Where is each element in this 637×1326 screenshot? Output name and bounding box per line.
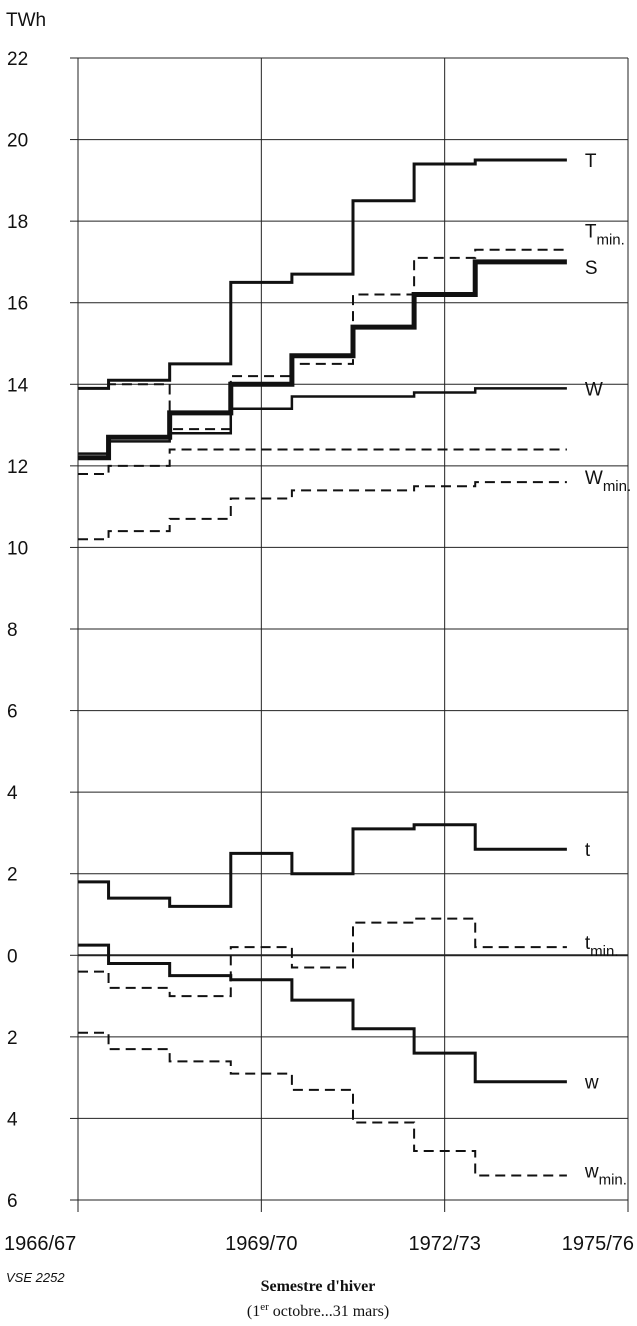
series-label-main: t	[585, 840, 591, 861]
x-tick-label: 1972/73	[409, 1233, 481, 1255]
y-tick-label: 12	[7, 457, 28, 478]
source-tag: VSE 2252	[6, 1270, 65, 1285]
y-tick-label: 2	[7, 865, 18, 886]
y-tick-label: 18	[7, 212, 28, 233]
series-line-9	[78, 943, 567, 1084]
x-tick-label: 1975/76	[562, 1233, 634, 1255]
series-label: S	[585, 258, 598, 279]
series-label: T	[585, 151, 597, 172]
series-label-main: T	[585, 151, 597, 172]
series-line-4	[78, 387, 567, 455]
series-line-10	[78, 1031, 567, 1177]
series-label-sub: min.	[603, 478, 631, 495]
x-tick-label: 1969/70	[225, 1233, 297, 1255]
series-line-1	[78, 158, 567, 390]
y-tick-label: 0	[7, 946, 18, 967]
y-tick-label: 14	[7, 375, 29, 396]
series-label: Wmin.	[585, 468, 631, 495]
series-label: Tmin.	[585, 222, 625, 249]
series-label-main: S	[585, 258, 598, 279]
series-lines	[78, 158, 567, 1177]
y-tick-label: 4	[7, 783, 18, 804]
y-tick-label: 6	[7, 702, 18, 723]
series-label: W	[585, 379, 603, 400]
y-tick-label: 2	[7, 1028, 18, 1049]
series-label-main: W	[585, 379, 603, 400]
grid	[70, 57, 629, 1212]
y-tick-label: 20	[7, 131, 28, 152]
series-line-2	[78, 248, 567, 431]
x-axis-ticks: 1966/67 1969/70 1972/73 1975/76	[4, 1233, 634, 1255]
series-label-main: W	[585, 468, 603, 489]
y-tick-label: 6	[7, 1191, 18, 1212]
y-unit-label: TWh	[6, 10, 46, 31]
series-label-main: t	[585, 933, 591, 954]
series-label-sub: min.	[599, 1172, 627, 1189]
series-label: tmin.	[585, 933, 619, 960]
series-label-main: w	[584, 1073, 599, 1094]
series-line-5	[78, 481, 567, 541]
x-tick-label: 1966/67	[4, 1233, 76, 1255]
series-label-main: T	[585, 222, 597, 243]
x-axis-subtitle: (1er octobre...31 mars)	[247, 1301, 389, 1320]
series-label-sub: min.	[596, 232, 624, 249]
y-tick-label: 4	[7, 1109, 18, 1130]
y-tick-label: 22	[7, 49, 28, 70]
series-line-7	[78, 823, 567, 908]
x-axis-subtitle-sup: er	[260, 1301, 269, 1313]
series-line-8	[78, 917, 567, 998]
series-line-6	[78, 448, 567, 476]
series-label: t	[585, 840, 591, 861]
series-line-3	[78, 259, 567, 461]
x-axis-title: Semestre d'hiver	[261, 1278, 376, 1295]
series-label-sub: min.	[590, 943, 618, 960]
x-axis-subtitle-open: (1	[247, 1303, 260, 1320]
series-label-main: w	[584, 1162, 599, 1183]
y-tick-label: 16	[7, 294, 28, 315]
x-axis-subtitle-rest: octobre...31 mars)	[269, 1303, 389, 1320]
series-label: w	[584, 1073, 599, 1094]
series-label: wmin.	[584, 1162, 627, 1189]
y-tick-label: 10	[7, 538, 28, 559]
y-tick-label: 8	[7, 620, 18, 641]
